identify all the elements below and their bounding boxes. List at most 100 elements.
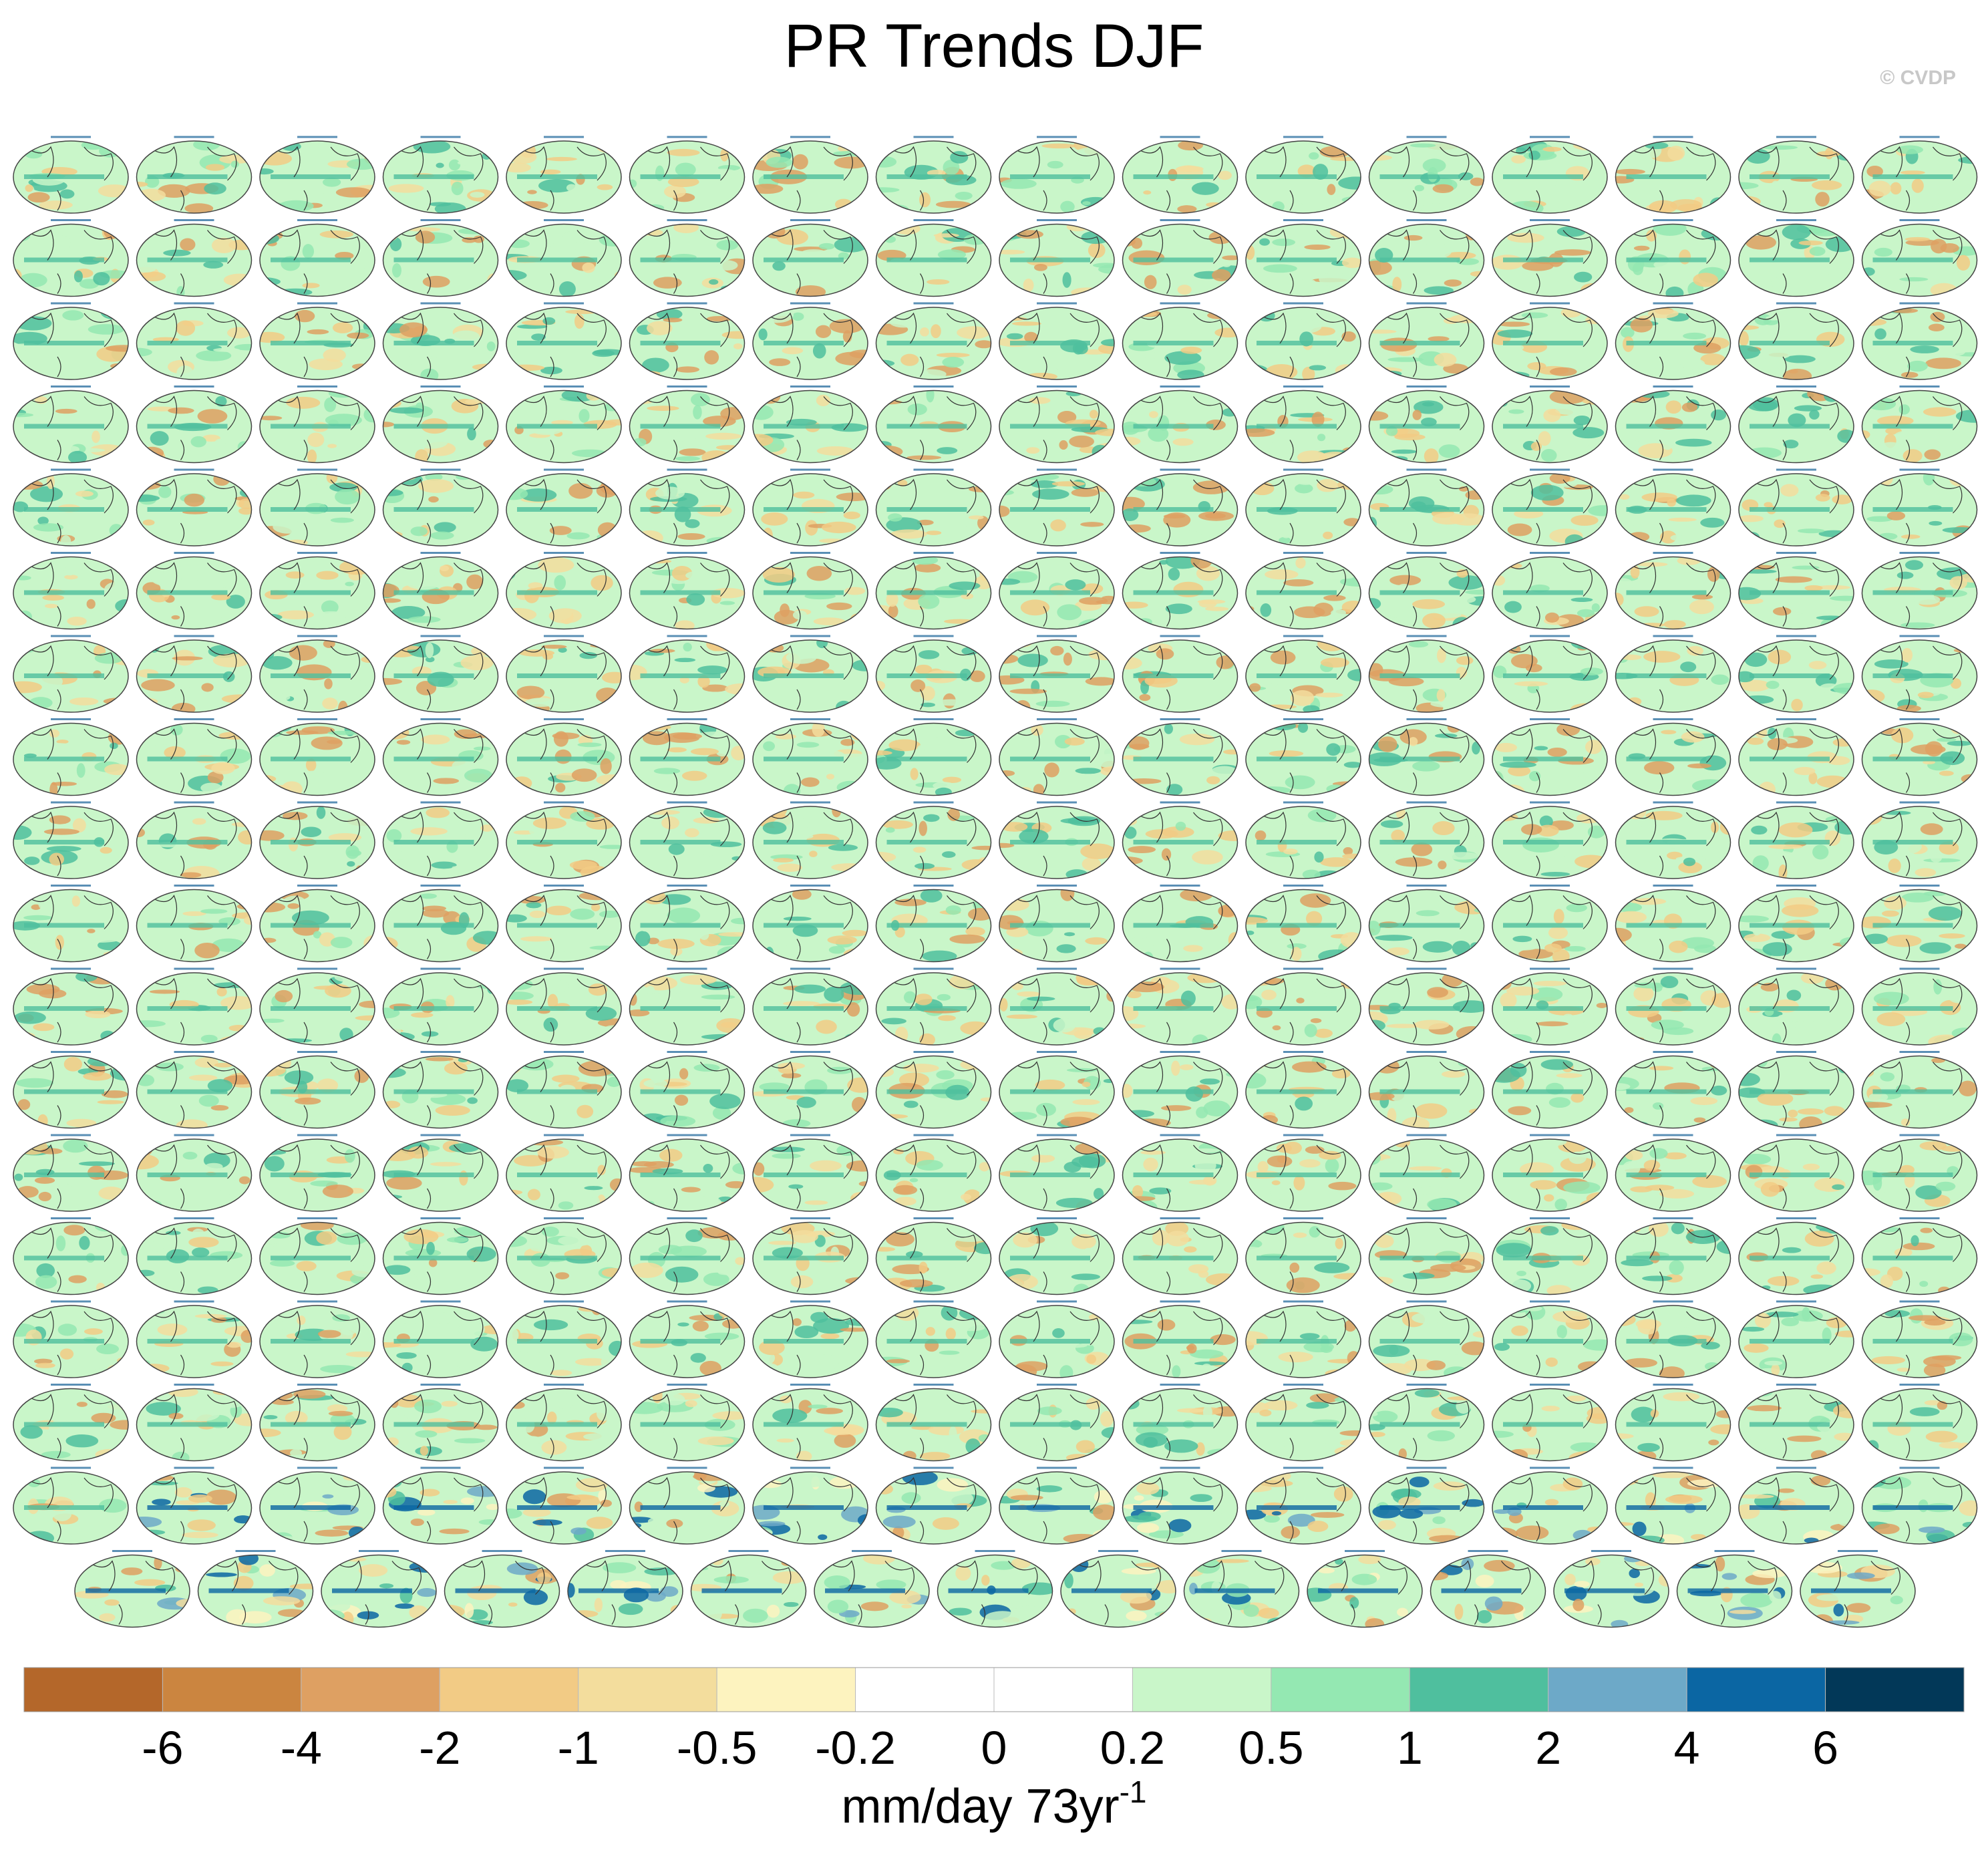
- blob: [316, 571, 339, 580]
- equator-band: [764, 1173, 844, 1177]
- coast: [30, 478, 114, 544]
- globe: [383, 141, 498, 213]
- globe-outline: [382, 473, 499, 547]
- blob: [558, 647, 567, 653]
- blob: [68, 1275, 87, 1283]
- equator-band: [147, 341, 228, 345]
- blob: [1342, 853, 1361, 859]
- map-panel: [875, 468, 992, 547]
- coast: [647, 312, 730, 377]
- blob: [1669, 1260, 1684, 1275]
- blob: [1933, 979, 1943, 995]
- globe: [13, 723, 128, 796]
- blob: [1416, 910, 1440, 917]
- equator-band: [393, 1089, 474, 1094]
- map-panel: [999, 136, 1115, 214]
- globe-outline: [259, 556, 375, 630]
- blob: [1947, 494, 1961, 505]
- blob: [1092, 444, 1109, 459]
- blob: [1468, 307, 1484, 321]
- blob: [1260, 1093, 1295, 1100]
- blob: [910, 768, 919, 780]
- blob: [601, 671, 621, 683]
- blob: [1881, 910, 1899, 917]
- blob: [421, 734, 450, 745]
- blob: [1391, 449, 1418, 454]
- blob: [1633, 986, 1654, 1001]
- globe-outline: [136, 556, 253, 630]
- equator-band: [24, 1006, 104, 1011]
- blob: [449, 1143, 480, 1152]
- globe-outline: [13, 722, 129, 796]
- blob: [1942, 527, 1977, 533]
- equator-band: [24, 341, 104, 345]
- coast: [1509, 478, 1593, 544]
- map-panel: [999, 1134, 1115, 1212]
- blob: [260, 1244, 276, 1258]
- equator-band: [1257, 673, 1337, 678]
- globe: [260, 973, 375, 1045]
- blob: [1300, 893, 1331, 908]
- coast: [893, 645, 977, 710]
- map-panel: [1738, 219, 1854, 297]
- blob: [1590, 889, 1599, 898]
- blob: [542, 517, 563, 523]
- globe: [136, 390, 252, 463]
- globe: [1615, 557, 1731, 629]
- globe-outline: [1615, 972, 1731, 1046]
- blob: [37, 516, 49, 525]
- blob: [1539, 815, 1553, 828]
- coast: [1879, 396, 1963, 460]
- globe-outline: [752, 140, 868, 214]
- blob: [57, 1324, 77, 1336]
- blob: [317, 1078, 339, 1092]
- blob: [94, 652, 124, 664]
- blob: [1452, 941, 1471, 956]
- blob: [1667, 146, 1685, 161]
- blob: [227, 327, 251, 339]
- equator-band: [1133, 923, 1214, 928]
- map-panel: [259, 1134, 375, 1212]
- blob: [1659, 530, 1677, 544]
- blob: [538, 557, 574, 573]
- blob: [1645, 142, 1669, 150]
- blob: [420, 866, 433, 879]
- globe: [1369, 640, 1484, 712]
- blob: [824, 986, 844, 1002]
- blob: [1671, 1222, 1685, 1235]
- blob: [1743, 695, 1774, 704]
- blob: [1619, 1139, 1634, 1148]
- blob: [383, 1008, 400, 1019]
- globe: [260, 141, 375, 213]
- globe: [1246, 474, 1361, 546]
- blob: [897, 479, 908, 487]
- blob: [1747, 737, 1764, 745]
- blob: [1643, 761, 1675, 775]
- equator-band: [1872, 840, 1953, 844]
- blob: [1615, 911, 1647, 923]
- coast: [1509, 811, 1593, 877]
- map-panel: [1738, 635, 1854, 713]
- blob: [949, 934, 985, 944]
- map-panel: [1738, 385, 1854, 464]
- blob: [1647, 309, 1679, 319]
- equator-band: [1872, 257, 1953, 263]
- map-panel: [1738, 302, 1854, 380]
- equator-band: [640, 840, 721, 844]
- blob: [230, 369, 243, 379]
- blob: [937, 249, 967, 261]
- equator-band: [147, 257, 228, 263]
- coast: [893, 562, 977, 627]
- map-panel: [1615, 385, 1731, 464]
- map-panel: [506, 136, 622, 214]
- blob: [1653, 224, 1687, 236]
- globe: [1615, 1222, 1731, 1295]
- equator-band: [393, 923, 474, 928]
- equator-band: [1257, 1173, 1337, 1177]
- globe: [1122, 889, 1238, 962]
- blob: [794, 536, 816, 541]
- blob: [1006, 1014, 1038, 1019]
- equator-band: [517, 1089, 597, 1094]
- coast: [1386, 895, 1470, 959]
- equator-band: [640, 341, 721, 345]
